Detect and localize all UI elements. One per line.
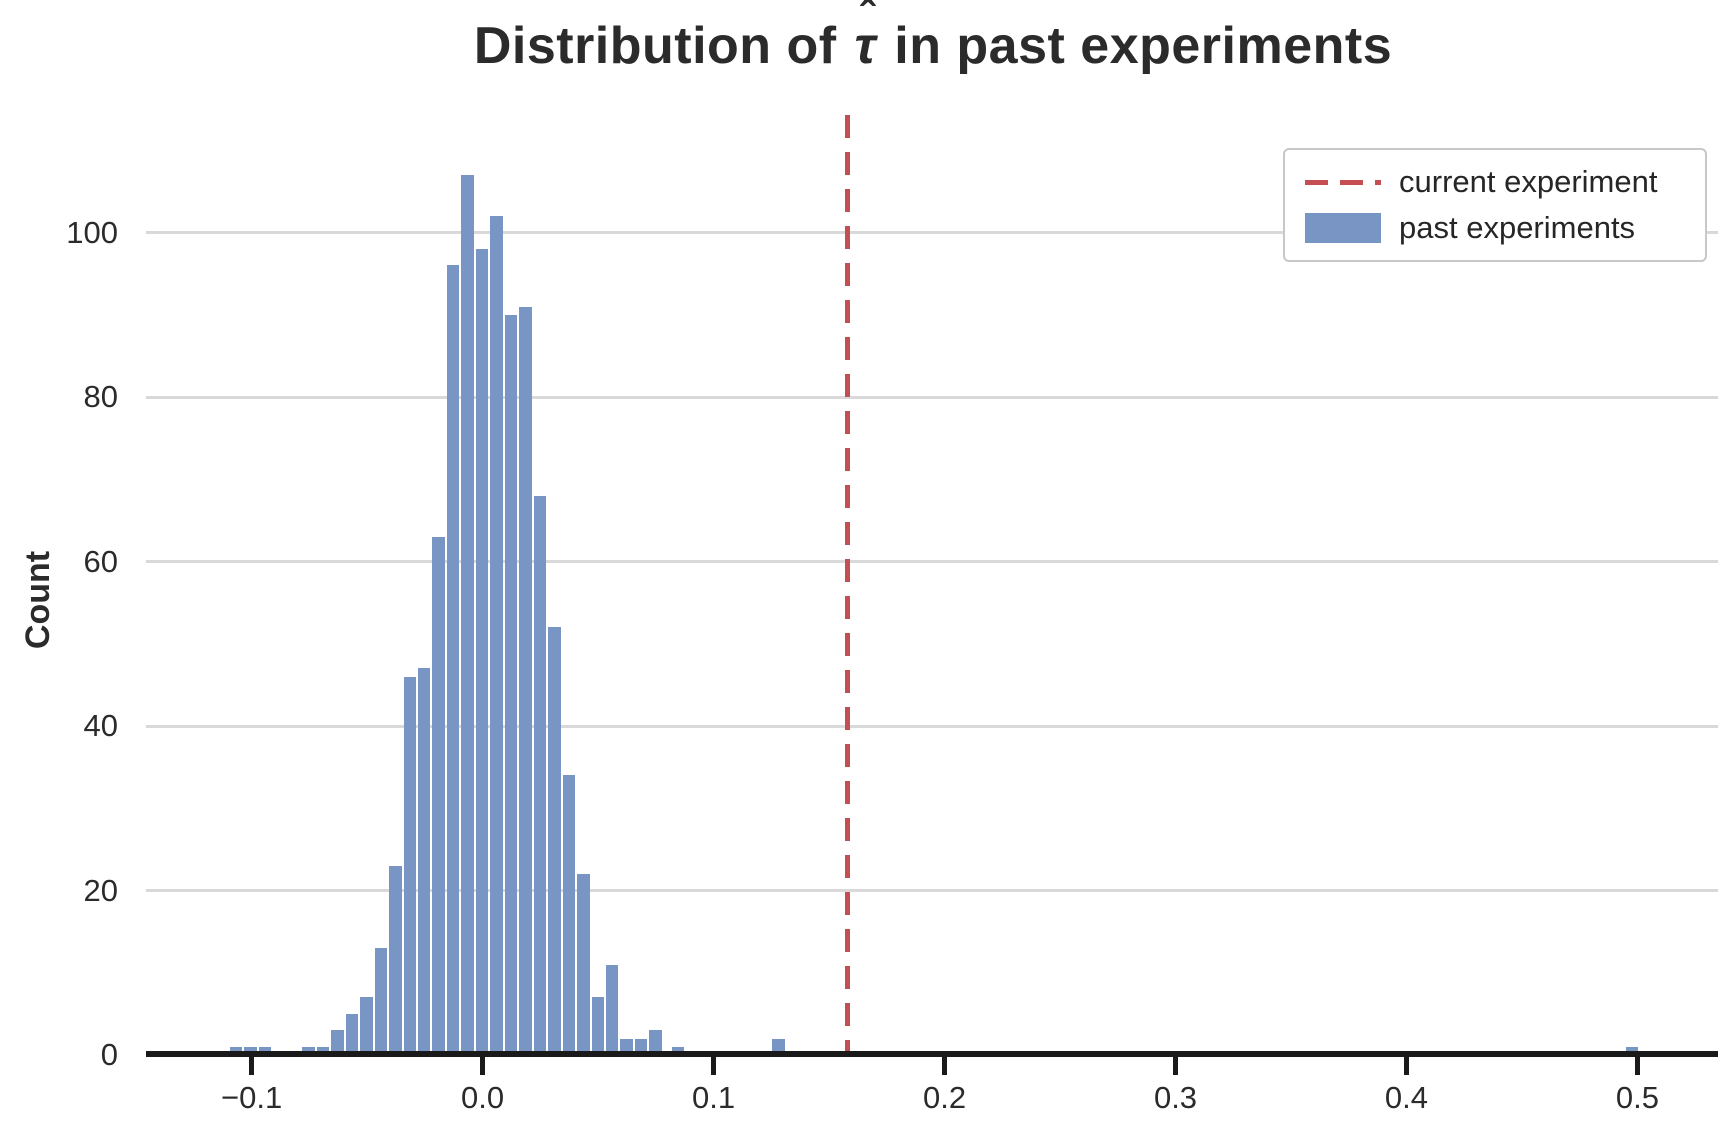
histogram-bar — [461, 175, 474, 1055]
histogram-bar — [374, 948, 387, 1055]
x-tick-label: 0.0 — [461, 1080, 505, 1115]
chart-title-prefix: Distribution of — [473, 17, 852, 75]
histogram-bar — [244, 1046, 257, 1055]
histogram-bar — [316, 1046, 330, 1055]
histogram-bar — [620, 1038, 633, 1055]
y-tick-label: 0 — [100, 1037, 118, 1072]
histogram-bar — [591, 997, 605, 1055]
histogram-bar — [490, 216, 503, 1055]
legend-label-past-experiments: past experiments — [1399, 210, 1636, 245]
y-tick-label: 60 — [83, 543, 118, 579]
x-tick-label: 0.5 — [1615, 1080, 1660, 1115]
x-tick-label: 0.4 — [1384, 1080, 1429, 1115]
legend-label-current-experiment: current experiment — [1399, 164, 1658, 199]
x-tick-mark — [1173, 1057, 1179, 1075]
tau-symbol: τ — [854, 17, 877, 75]
plot-area — [146, 115, 1718, 1055]
x-tick-mark — [480, 1057, 486, 1075]
y-tick-label: 40 — [83, 708, 118, 744]
histogram-bar — [389, 865, 402, 1055]
y-tick-label: 80 — [83, 379, 118, 415]
histogram-bar — [649, 1030, 662, 1055]
histogram-bar — [302, 1046, 315, 1055]
legend-item-current-experiment: current experiment — [1285, 164, 1705, 200]
histogram-bar — [345, 1013, 359, 1055]
histogram-bar — [432, 536, 445, 1055]
x-axis-line — [146, 1051, 1718, 1057]
y-axis-label: Count — [19, 550, 57, 650]
histogram-bar — [672, 1046, 685, 1055]
current-experiment-line — [845, 115, 851, 1055]
gridline — [146, 231, 1718, 235]
x-tick-label: 0.3 — [1153, 1080, 1198, 1115]
histogram-bar — [577, 874, 590, 1055]
legend-patch-swatch — [1305, 213, 1381, 243]
histogram-bar — [403, 676, 417, 1055]
histogram-bar — [331, 1030, 344, 1055]
histogram-bar — [634, 1038, 648, 1055]
x-tick-mark — [942, 1057, 948, 1075]
x-tick-label: −0.1 — [221, 1080, 283, 1115]
x-tick-mark — [1634, 1057, 1640, 1075]
x-tick-label: 0.1 — [692, 1080, 736, 1115]
histogram-bar — [417, 668, 431, 1055]
histogram-bar — [360, 997, 373, 1055]
y-tick-label: 20 — [83, 872, 118, 908]
legend-dashed-line-swatch — [1305, 179, 1381, 185]
histogram-bar — [562, 775, 575, 1055]
histogram-bar — [259, 1046, 272, 1055]
x-tick-mark — [1403, 1057, 1409, 1075]
histogram-bar — [504, 314, 518, 1055]
gridline — [146, 889, 1718, 893]
histogram-bar — [1625, 1046, 1639, 1055]
histogram-bar — [533, 495, 547, 1055]
hat-accent: ˆ — [860, 0, 876, 43]
y-tick-label: 100 — [66, 214, 118, 250]
chart-title-suffix: in past experiments — [879, 17, 1393, 75]
histogram-bar — [447, 265, 460, 1055]
histogram-bar — [229, 1046, 243, 1055]
histogram-bar — [772, 1038, 785, 1055]
histogram-bar — [605, 964, 619, 1055]
x-tick-mark — [249, 1057, 255, 1075]
histogram-bar — [519, 306, 532, 1055]
legend: current experiment past experiments — [1283, 148, 1707, 262]
legend-item-past-experiments: past experiments — [1285, 210, 1705, 246]
gridline — [146, 560, 1718, 564]
x-tick-mark — [711, 1057, 717, 1075]
x-tick-label: 0.2 — [922, 1080, 967, 1115]
gridline — [146, 395, 1718, 399]
histogram-bar — [475, 249, 489, 1055]
histogram-bar — [548, 627, 561, 1055]
gridline — [146, 724, 1718, 728]
